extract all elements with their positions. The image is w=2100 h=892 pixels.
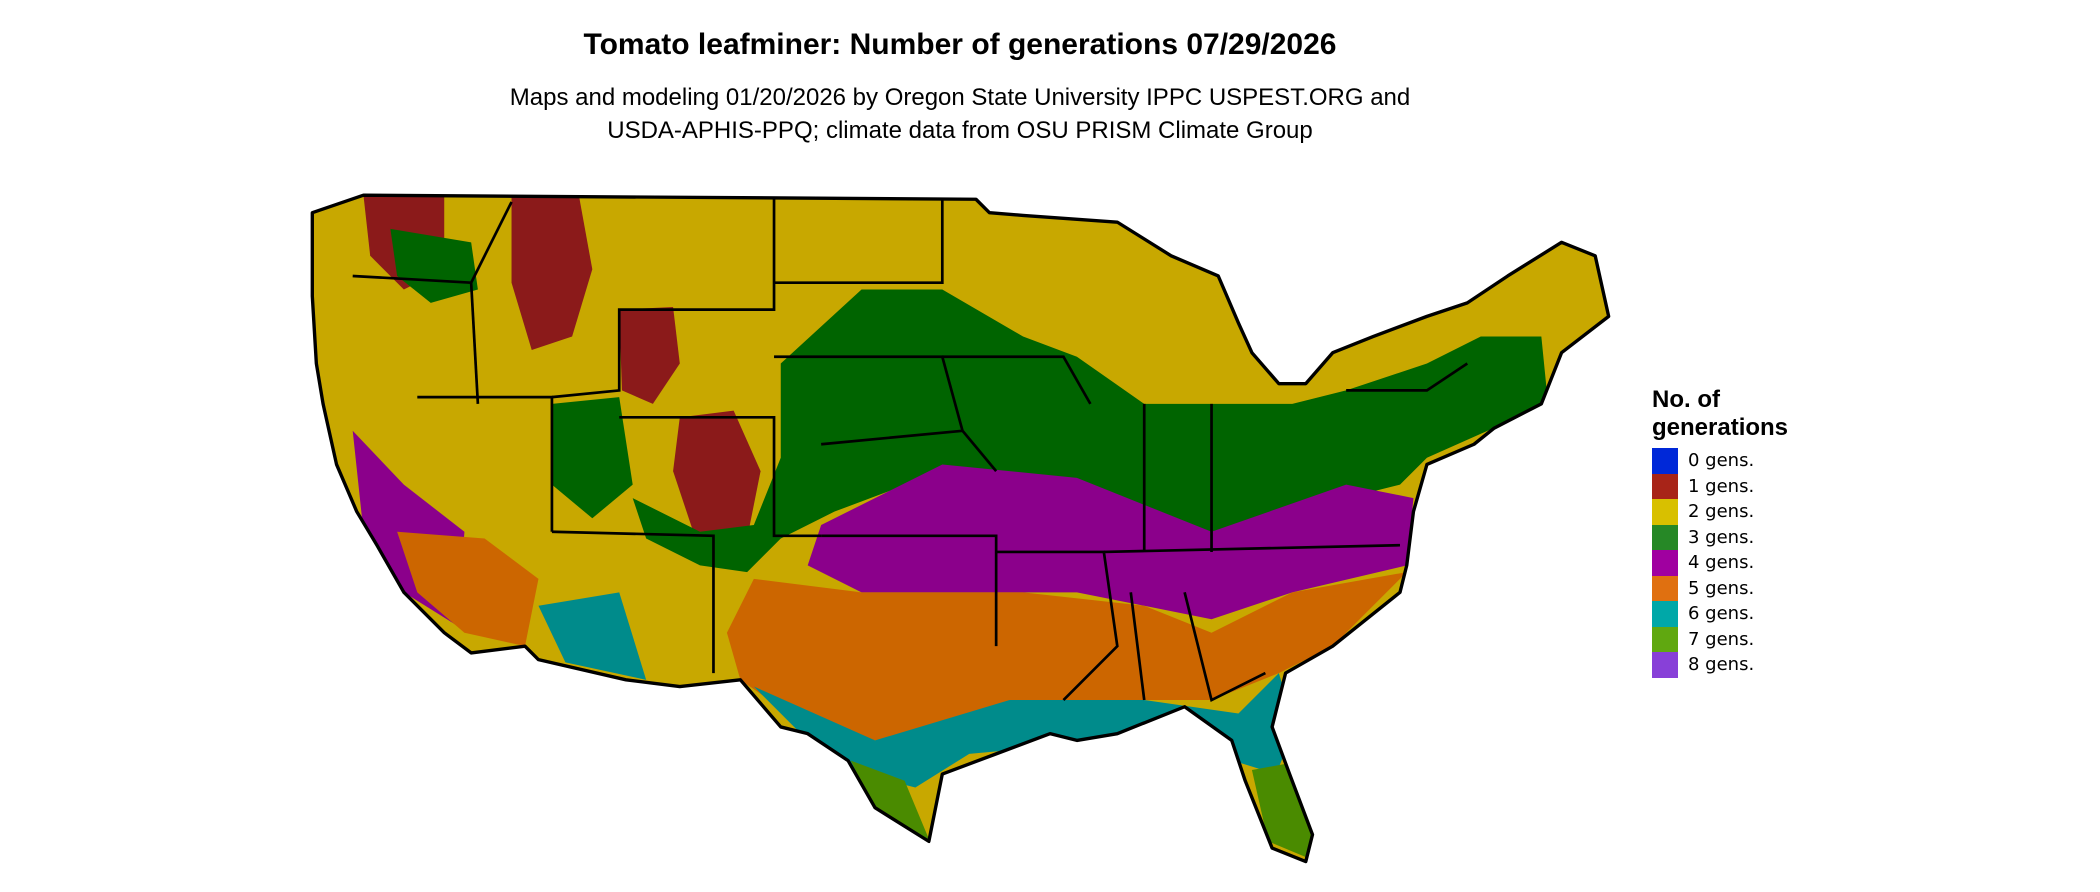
legend-item: 0 gens.: [1652, 448, 1788, 474]
gen1-zone-wyoming: [619, 306, 680, 404]
legend-swatch: [1652, 652, 1678, 678]
state-border: [942, 355, 1092, 405]
legend-swatch: [1652, 473, 1678, 499]
state-border: [821, 429, 963, 446]
map-subtitle-line-1: Maps and modeling 01/20/2026 by Oregon S…: [509, 84, 1411, 111]
state-border: [469, 201, 513, 284]
legend-title-line-1: No. of: [1652, 386, 1720, 413]
legend-item: 3 gens.: [1652, 524, 1788, 550]
state-border: [1346, 362, 1469, 392]
gen3-zone-west: [390, 228, 478, 303]
gen3-zone-great-basin: [551, 397, 633, 519]
legend-title: No. of generations: [1652, 386, 1788, 442]
legend: No. of generations 0 gens. 1 gens. 2 gens.…: [1652, 386, 1788, 678]
state-border: [352, 274, 472, 285]
state-border: [551, 530, 715, 674]
us-outline: [310, 193, 1611, 864]
legend-label: 6 gens.: [1688, 603, 1755, 625]
state-border: [619, 415, 822, 538]
gen1-zone-colorado: [673, 410, 761, 539]
legend-item: 5 gens.: [1652, 575, 1788, 601]
legend-label: 0 gens.: [1688, 450, 1755, 472]
legend-item: 2 gens.: [1652, 499, 1788, 525]
legend-label: 5 gens.: [1688, 577, 1755, 599]
state-border: [774, 355, 998, 473]
legend-item: 6 gens.: [1652, 601, 1788, 627]
legend-swatch: [1652, 575, 1678, 601]
legend-swatch: [1652, 499, 1678, 525]
legend-label: 2 gens.: [1688, 501, 1755, 523]
map-subtitle-line-2: USDA-APHIS-PPQ; climate data from OSU PR…: [607, 117, 1313, 144]
legend-label: 4 gens.: [1688, 552, 1755, 574]
map-title: Tomato leafminer: Number of generations …: [583, 28, 1337, 61]
legend-item: 4 gens.: [1652, 550, 1788, 576]
legend-label: 1 gens.: [1688, 475, 1755, 497]
legend-swatch: [1652, 524, 1678, 550]
state-borders: [352, 199, 1469, 702]
legend-swatch: [1652, 601, 1678, 627]
state-border: [996, 550, 1119, 701]
legend-swatch: [1652, 448, 1678, 474]
legend-item: 8 gens.: [1652, 652, 1788, 678]
gen8-zone-keys: [1249, 862, 1308, 889]
state-border: [774, 199, 944, 285]
gen7-zone-florida: [1251, 760, 1317, 862]
gen5-zone-west: [397, 531, 539, 647]
gen6-zone-gulf: [753, 673, 1295, 788]
legend-swatch: [1652, 626, 1678, 652]
legend-item: 7 gens.: [1652, 626, 1788, 652]
gen7-zone-texas: [850, 760, 932, 846]
state-border: [551, 199, 776, 399]
state-border: [1103, 543, 1401, 554]
gen5-zone-south: [726, 572, 1407, 741]
state-border: [1183, 592, 1266, 702]
gen4-zone-central: [807, 464, 1414, 620]
legend-label: 7 gens.: [1688, 628, 1755, 650]
gen6-zone-southwest: [538, 592, 647, 680]
state-border: [1129, 592, 1146, 701]
legend-swatch: [1652, 550, 1678, 576]
gen1-zone-rockies-north: [511, 195, 593, 351]
legend-title-line-2: generations: [1652, 414, 1789, 441]
legend-item: 1 gens.: [1652, 473, 1788, 499]
state-border: [469, 282, 480, 404]
legend-label: 8 gens.: [1688, 654, 1755, 676]
state-border: [821, 534, 998, 647]
legend-label: 3 gens.: [1688, 526, 1755, 548]
